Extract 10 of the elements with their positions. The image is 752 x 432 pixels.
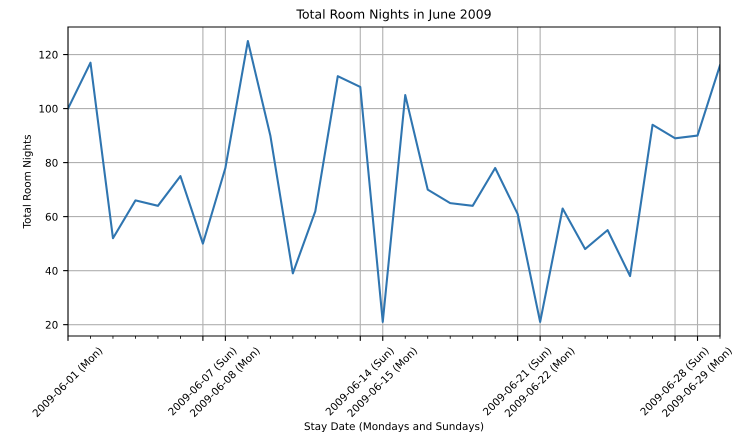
chart-title: Total Room Nights in June 2009	[296, 9, 491, 22]
y-tick-label: 40	[46, 266, 58, 275]
y-tick-label: 60	[46, 212, 58, 221]
y-axis-title: Total Room Nights	[22, 134, 33, 229]
y-tick-label: 120	[40, 50, 58, 59]
y-tick-label: 80	[46, 158, 58, 167]
y-tick-label: 20	[46, 320, 58, 329]
x-axis-title: Stay Date (Mondays and Sundays)	[304, 422, 484, 432]
line-series	[68, 40, 720, 323]
y-tick-label: 100	[40, 104, 58, 113]
